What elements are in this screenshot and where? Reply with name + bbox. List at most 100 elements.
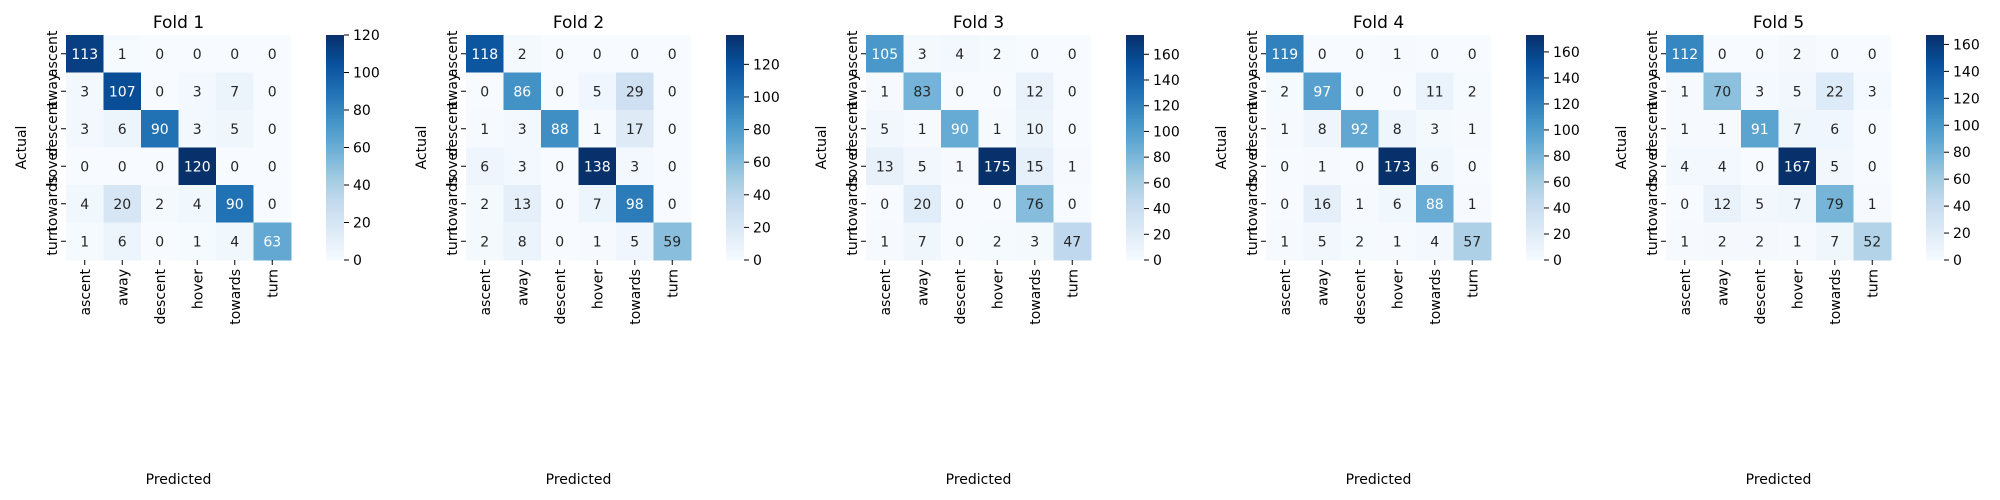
- fold5-cell-value: 1: [1868, 197, 1877, 213]
- fold4-colorbar-tick-label: 160: [1553, 45, 1580, 61]
- fold5-y-tick-label: ascent: [1645, 30, 1661, 77]
- fold5-cell-value: 112: [1671, 47, 1698, 63]
- fold1-y-tick-label: away: [45, 73, 61, 110]
- fold3-cell: [978, 72, 1017, 111]
- fold5-cell: [1853, 147, 1892, 186]
- fold5-cell-value: 79: [1826, 197, 1844, 213]
- fold4-colorbar-segment: [1526, 210, 1544, 214]
- fold3-y-tick-label: ascent: [845, 30, 861, 77]
- fold5-y-tick-label: away: [1645, 73, 1661, 110]
- fold5-colorbar-segment: [1926, 192, 1944, 196]
- fold4-cell: [1416, 185, 1454, 223]
- fold4-colorbar-tick-label: 100: [1553, 123, 1580, 139]
- fold4-colorbar-segment: [1526, 147, 1544, 151]
- fold3-colorbar-segment: [1126, 179, 1144, 182]
- fold4-x-tick-label: descent: [1353, 268, 1369, 324]
- fold4-colorbar-tick-label: 140: [1553, 71, 1580, 87]
- fold1-colorbar-segment: [326, 107, 344, 110]
- fold5-cell-value: 52: [1863, 234, 1881, 250]
- fold5-y-tick-label: descent: [1645, 101, 1661, 157]
- fold4-colorbar-segment: [1526, 199, 1544, 203]
- fold2-cell-value: 29: [626, 84, 644, 100]
- fold5-colorbar-segment: [1926, 50, 1944, 54]
- fold4-colorbar-segment: [1526, 176, 1544, 180]
- fold3-cell-value: 0: [1068, 47, 1077, 63]
- fold2-colorbar-segment: [726, 35, 744, 38]
- fold4-colorbar-segment: [1526, 44, 1544, 47]
- fold3-colorbar-segment: [1126, 66, 1144, 70]
- fold5-colorbar-segment: [1926, 230, 1944, 234]
- fold4-cell-value: 1: [1468, 122, 1477, 138]
- fold4-cell-value: 57: [1463, 234, 1481, 250]
- fold3-colorbar-segment: [1126, 77, 1144, 81]
- fold4-cell-value: 0: [1468, 159, 1477, 175]
- fold1-cell-value: 90: [151, 122, 169, 138]
- fold2-cell: [653, 35, 692, 73]
- fold3-cell-value: 0: [993, 197, 1002, 213]
- fold5-cell-value: 6: [1830, 122, 1839, 138]
- fold2-cell-value: 2: [480, 234, 489, 250]
- fold3-colorbar-segment: [1126, 152, 1144, 155]
- fold2-colorbar-segment: [726, 118, 744, 122]
- fold5-cell: [1666, 147, 1704, 186]
- fold4-colorbar-segment: [1526, 80, 1544, 83]
- fold1-cell-value: 113: [71, 47, 98, 63]
- fold4-colorbar-segment: [1526, 201, 1544, 205]
- fold5-colorbar-segment: [1926, 104, 1944, 108]
- fold4-colorbar-segment: [1526, 53, 1544, 56]
- fold3-colorbar-tick-label: 0: [1153, 253, 1162, 269]
- fold2-colorbar-segment: [726, 138, 744, 142]
- fold2-colorbar-segment: [726, 251, 744, 254]
- fold1-cell-value: 3: [193, 84, 202, 100]
- fold3-cell: [866, 110, 904, 148]
- fold3-colorbar-segment: [1126, 170, 1144, 173]
- fold2-colorbar-segment: [726, 165, 744, 169]
- fold2-colorbar-segment: [726, 48, 744, 52]
- fold5-colorbar-tick-label: 140: [1953, 64, 1980, 80]
- fold2-colorbar-segment: [726, 136, 744, 140]
- fold5-colorbar-segment: [1926, 145, 1944, 149]
- fold4-colorbar-segment: [1526, 224, 1544, 227]
- fold4-cell: [1416, 35, 1454, 73]
- fold1-colorbar-segment: [326, 145, 344, 149]
- fold2-cell: [653, 222, 692, 261]
- fold3-y-tick-label: hover: [845, 146, 861, 186]
- fold4-cell-value: 0: [1355, 84, 1364, 100]
- fold4-cell: [1378, 222, 1417, 261]
- fold5-colorbar-tick-label: 80: [1953, 145, 1971, 161]
- fold5-colorbar-segment: [1926, 181, 1944, 185]
- fold1-colorbar-segment: [326, 242, 344, 245]
- fold1-colorbar-segment: [326, 86, 344, 90]
- fold1-colorbar-segment: [326, 95, 344, 99]
- fold5-cell: [1666, 110, 1704, 148]
- fold1-colorbar-segment: [326, 237, 344, 241]
- fold3-y-tick-label: descent: [845, 101, 861, 157]
- fold5-colorbar-segment: [1926, 64, 1944, 68]
- fold2-colorbar-segment: [726, 163, 744, 167]
- fold1-y-tick-label: turn: [45, 227, 61, 256]
- fold4-colorbar-segment: [1526, 255, 1544, 259]
- fold2-colorbar-segment: [726, 80, 744, 83]
- fold4-colorbar-segment: [1526, 82, 1544, 86]
- fold4-cell: [1341, 35, 1379, 73]
- fold1-cell-value: 6: [118, 122, 127, 138]
- fold1-colorbar-segment: [326, 248, 344, 252]
- fold2-colorbar-segment: [726, 224, 744, 227]
- fold2-colorbar-segment: [726, 50, 744, 54]
- fold5-colorbar-segment: [1926, 143, 1944, 146]
- fold3-colorbar-tick-label: 20: [1153, 227, 1171, 243]
- fold3-colorbar-segment: [1126, 37, 1144, 41]
- fold2-colorbar-segment: [726, 89, 744, 92]
- fold2-colorbar-segment: [726, 93, 744, 97]
- fold3-colorbar-segment: [1126, 255, 1144, 259]
- fold3-cell: [1053, 147, 1092, 186]
- fold5-colorbar-tick-label: 100: [1953, 118, 1980, 134]
- fold1-cell: [253, 147, 292, 186]
- fold4-colorbar-segment: [1526, 221, 1544, 225]
- fold2-colorbar-segment: [726, 95, 744, 99]
- fold4-cell-value: 8: [1393, 122, 1402, 138]
- fold1-colorbar-segment: [326, 122, 344, 126]
- fold3-cell-value: 2: [993, 234, 1002, 250]
- fold4-colorbar-segment: [1526, 244, 1544, 248]
- fold5-cell: [1741, 35, 1779, 73]
